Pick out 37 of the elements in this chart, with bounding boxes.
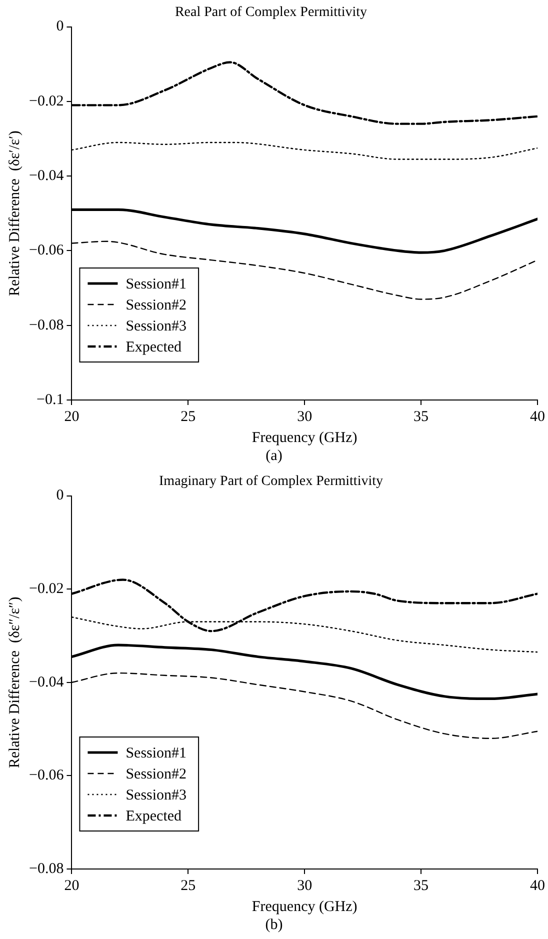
- x-tick-label: 25: [180, 408, 196, 425]
- text: (b): [264, 916, 284, 935]
- legend-label: Session#2: [126, 297, 187, 314]
- y-tick-label: −0.08: [28, 860, 64, 877]
- x-tick-label: 20: [64, 408, 80, 425]
- x-tick-label: 25: [180, 878, 196, 894]
- chart-title: Imaginary Part of Complex Permittivity: [159, 474, 383, 490]
- legend-label: Expected: [126, 339, 182, 356]
- y-tick-label: −0.04: [28, 674, 64, 690]
- y-tick-label: −0.08: [28, 317, 64, 334]
- x-tick-label: 35: [414, 878, 429, 894]
- x-tick-label: 20: [64, 878, 80, 894]
- legend-label: Session#1: [126, 276, 187, 292]
- legend-label: Expected: [126, 808, 182, 824]
- y-tick-label: −0.06: [28, 768, 64, 784]
- chart-title: Real Part of Complex Permittivity: [174, 5, 368, 20]
- x-tick-label: 40: [530, 878, 545, 894]
- y-tick-label: −0.02: [28, 581, 64, 598]
- y-tick-label: 0: [56, 488, 64, 504]
- x-tick-label: 30: [297, 408, 312, 425]
- y-tick-label: −0.02: [28, 93, 64, 110]
- legend-label: Session#3: [126, 787, 187, 804]
- text: (a): [264, 447, 284, 466]
- x-tick-label: 35: [414, 408, 429, 425]
- y-tick-label: −0.04: [28, 168, 64, 184]
- x-axis-title: Frequency (GHz): [252, 430, 358, 446]
- y-tick-label: 0: [56, 18, 64, 35]
- y-tick-label: −0.1: [36, 392, 64, 408]
- x-tick-label: 40: [530, 408, 545, 425]
- x-axis-title: Frequency (GHz): [252, 898, 358, 915]
- legend-label: Session#1: [126, 745, 187, 762]
- legend-label: Session#3: [126, 318, 187, 334]
- y-axis-title: Relative Difference (δε′/ε′): [6, 130, 23, 296]
- legend-label: Session#2: [126, 766, 187, 782]
- y-tick-label: −0.06: [28, 242, 64, 259]
- y-axis-title: Relative Difference (δε″/ε″): [6, 596, 23, 768]
- x-tick-label: 30: [297, 878, 312, 894]
